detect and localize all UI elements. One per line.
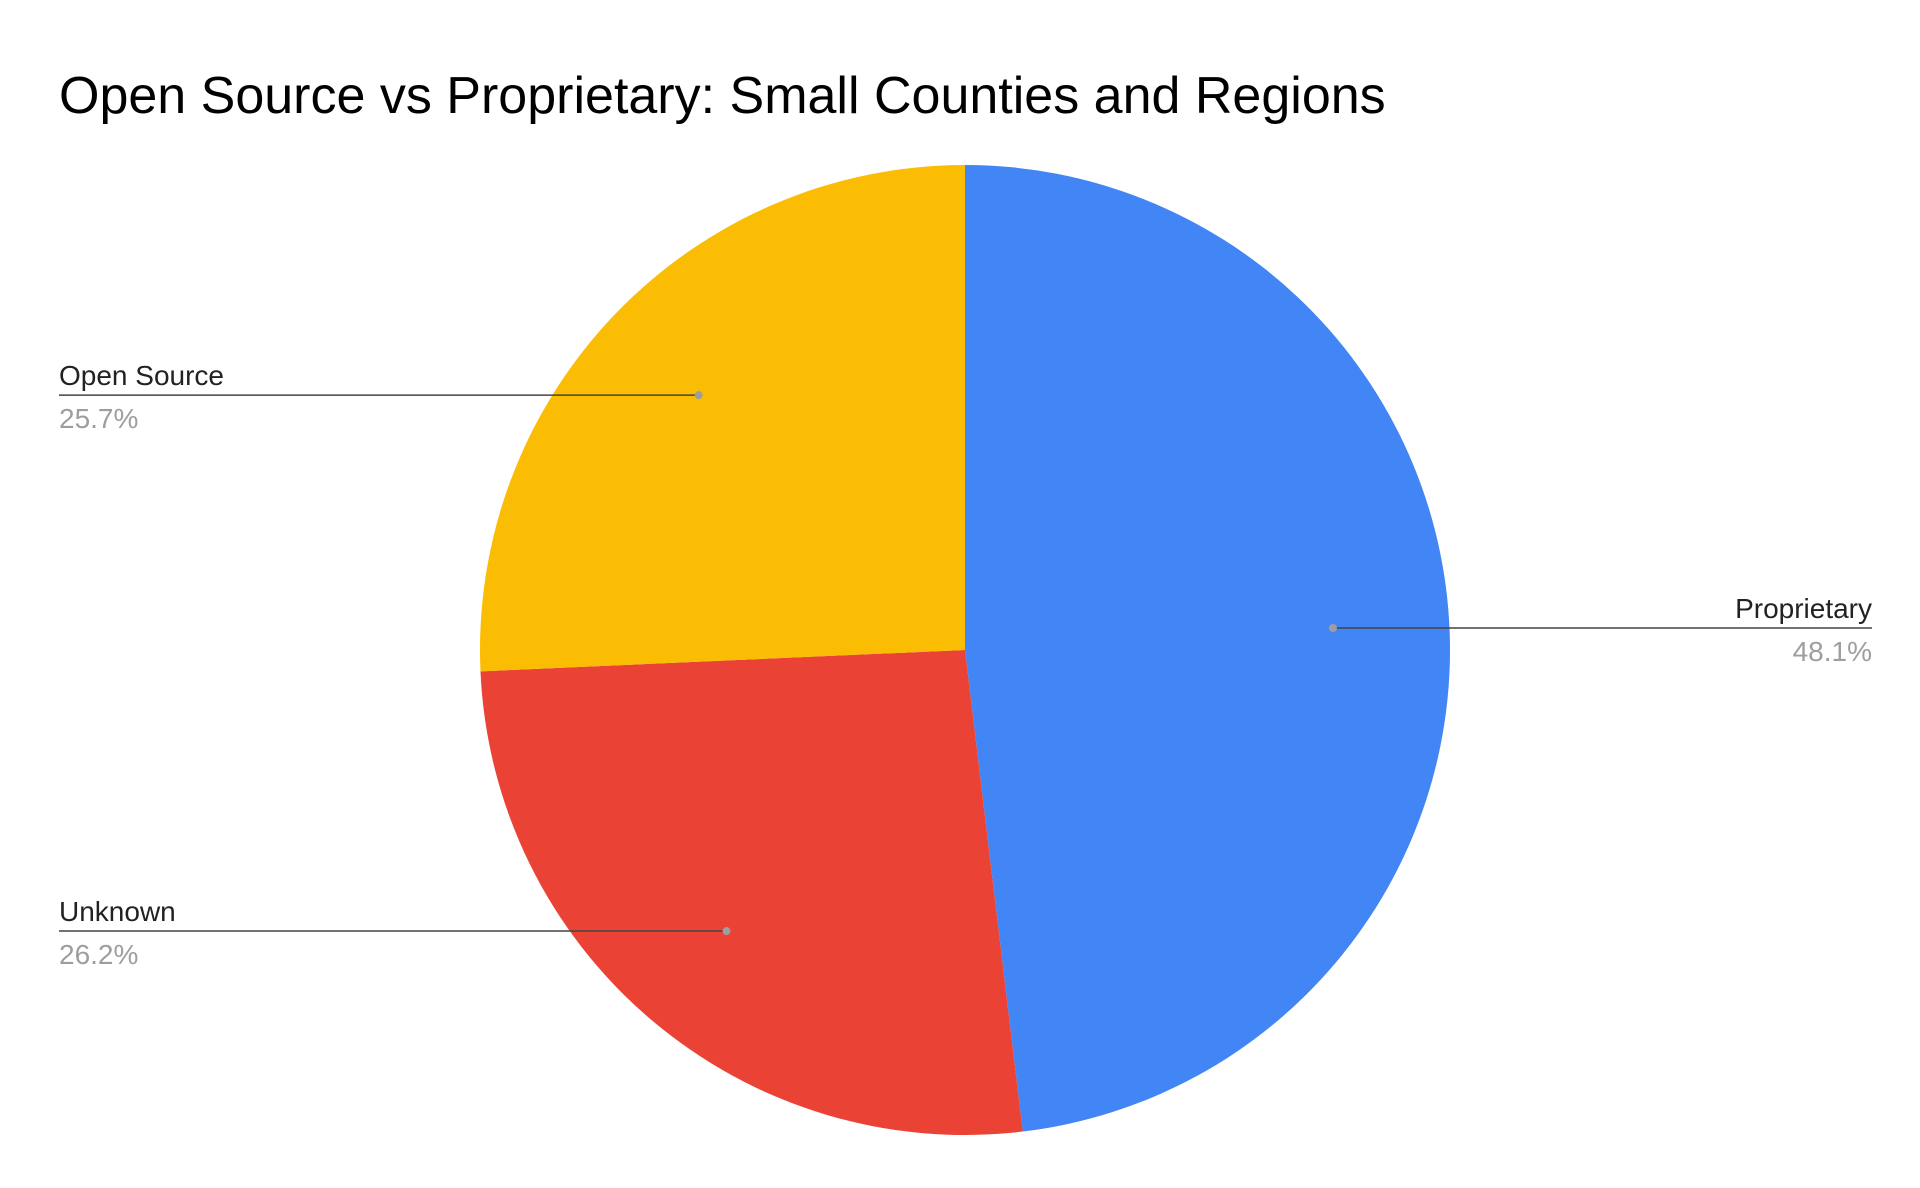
slice-value-open-source: 25.7% <box>59 403 138 434</box>
chart-title: Open Source vs Proprietary: Small Counti… <box>59 67 1386 125</box>
pie-labels: Proprietary 48.1% Unknown 26.2% Open Source 2… <box>59 360 1872 970</box>
leader-dot-open-source <box>694 391 703 400</box>
slice-label-unknown: Unknown <box>59 896 176 927</box>
slice-label-proprietary: Proprietary <box>1735 593 1872 624</box>
slice-label-open-source: Open Source <box>59 360 224 391</box>
pie-slices <box>480 165 1451 1135</box>
pie-slice-unknown <box>480 650 1023 1135</box>
slice-value-unknown: 26.2% <box>59 939 138 970</box>
pie-slice-proprietary <box>965 165 1451 1132</box>
leader-dot-unknown <box>722 927 731 936</box>
leader-dot-proprietary <box>1328 624 1337 633</box>
pie-slice-open-source <box>480 165 965 672</box>
slice-value-proprietary: 48.1% <box>1793 636 1872 667</box>
